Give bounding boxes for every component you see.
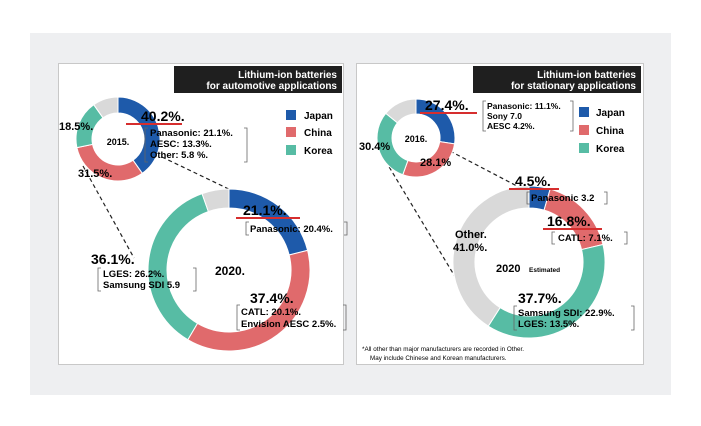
header-box-automotive (174, 66, 342, 93)
center-sublabel-estimated: Estimated (529, 267, 560, 274)
detail-panasonic-2020s: Panasonic 3.2 (531, 193, 594, 204)
detail-aesc-2016: AESC 4.2%. (487, 121, 535, 131)
legend-swatch-japan (579, 107, 589, 117)
detail-lges-2020: LGES: 26.2%. (103, 269, 164, 280)
donut-slice-korea (147, 192, 210, 341)
legend-label-korea: Korea (304, 146, 333, 157)
data-label-2015-japan: 40.2%. (141, 108, 185, 124)
detail-sony-2016: Sony 7.0 (487, 111, 522, 121)
legend-swatch-china (579, 125, 589, 135)
subtitle-automotive: for automotive applications (206, 81, 337, 92)
center-label-2020-automotive: 2020. (215, 264, 245, 278)
detail-bracket (245, 221, 348, 236)
detail-aesc-2015: AESC: 13.3%. (150, 139, 212, 150)
data-label-2015-china: 31.5%. (78, 168, 112, 180)
data-label-2020-china: 37.4%. (250, 290, 294, 306)
detail-bracket (513, 305, 635, 331)
data-label-2020s-japan: 4.5%. (515, 173, 551, 189)
detail-catl-2020s: CATL: 7.1%. (558, 233, 613, 244)
detail-catl-2020: CATL: 20.1%. (241, 307, 301, 318)
connector-line (82, 165, 135, 259)
data-label-2020s-china: 16.8%. (547, 213, 591, 229)
detail-bracket (482, 100, 574, 132)
center-label-2015: 2015. (107, 137, 130, 147)
data-label-2020-japan: 21.1%. (243, 202, 287, 218)
detail-bracket (551, 231, 628, 245)
data-label-2020-korea: 36.1%. (91, 251, 135, 267)
data-label-2016-korea: 30.4% (359, 141, 390, 153)
detail-samsung-2020s: Samsung SDI: 22.9%. (518, 308, 615, 319)
donut-slice-other (93, 96, 119, 119)
data-label-2016-japan: 27.4%. (425, 97, 469, 113)
center-label-2016: 2016. (405, 134, 428, 144)
footnote-line-2: May include Chinese and Korean manufactu… (370, 355, 507, 362)
detail-envision-2020: Envision AESC 2.5%. (241, 319, 336, 330)
subtitle-stationary: for stationary applications (511, 81, 636, 92)
donut-charts (75, 96, 606, 352)
footnote-line-1: *All other than major manufacturers are … (362, 346, 524, 353)
title-stationary: Lithium-ion batteries (537, 70, 636, 81)
detail-other-2015: Other: 5.8 %. (150, 150, 208, 161)
detail-bracket (144, 127, 248, 163)
donut-slice-japan (228, 188, 309, 256)
title-automotive: Lithium-ion batteries (238, 70, 337, 81)
detail-samsung-2020: Samsung SDI 5.9 (103, 280, 180, 291)
data-label-2020s-korea: 37.7%. (518, 290, 562, 306)
legend-label-korea: Korea (596, 144, 625, 155)
donut-slice-other (452, 185, 530, 327)
detail-panasonic-2020: Panasonic: 20.4%. (250, 224, 333, 235)
legend-swatch-china (286, 127, 296, 137)
data-label-other-prefix: Other. (455, 229, 487, 241)
detail-panasonic-2015: Panasonic: 21.1%. (150, 128, 233, 139)
legend-label-japan: Japan (596, 108, 625, 119)
legend-label-china: China (596, 126, 624, 137)
detail-lges-2020s: LGES: 13.5%. (518, 319, 579, 330)
detail-panasonic-2016: Panasonic: 11.1%. (487, 101, 561, 111)
detail-bracket (97, 267, 197, 292)
detail-bracket (236, 304, 347, 331)
legend-swatch-japan (286, 110, 296, 120)
legend-swatch-korea (286, 145, 296, 155)
connector-line (381, 154, 464, 291)
center-label-2020-stationary: 2020 (496, 263, 520, 275)
data-label-2016-china: 28.1% (420, 157, 451, 169)
header-box-stationary (473, 66, 641, 93)
donut-slice-other (385, 98, 417, 124)
detail-bracket (526, 191, 608, 205)
donut-slice-other (201, 188, 230, 213)
data-label-2020s-other: 41.0%. (453, 242, 487, 254)
data-label-2015-korea: 18.5%. (59, 121, 93, 133)
legend-swatch-korea (579, 143, 589, 153)
legend-label-japan: Japan (304, 111, 333, 122)
legend-label-china: China (304, 128, 332, 139)
